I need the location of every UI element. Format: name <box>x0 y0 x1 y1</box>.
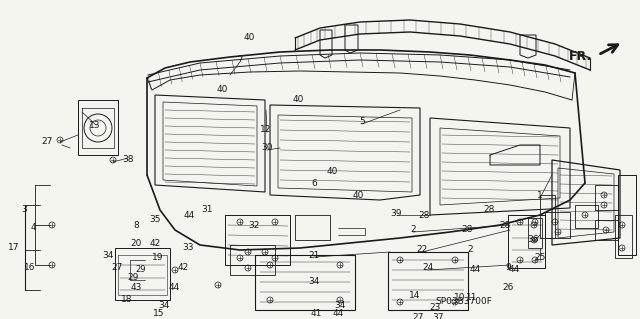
Text: 40: 40 <box>326 167 338 176</box>
Text: 34: 34 <box>308 278 320 286</box>
Text: 35: 35 <box>149 216 161 225</box>
Text: 37: 37 <box>432 314 444 319</box>
Text: SP03B3700F: SP03B3700F <box>435 298 492 307</box>
Text: 31: 31 <box>201 205 212 214</box>
Text: 26: 26 <box>502 284 514 293</box>
Text: 28: 28 <box>499 220 511 229</box>
Text: 5: 5 <box>359 117 365 127</box>
Text: 4: 4 <box>30 224 36 233</box>
Text: 14: 14 <box>410 291 420 300</box>
Text: 3: 3 <box>21 205 27 214</box>
Text: 11: 11 <box>467 293 477 302</box>
Text: 1: 1 <box>537 190 543 199</box>
Text: 34: 34 <box>158 301 170 310</box>
Text: 19: 19 <box>152 254 164 263</box>
Text: 34: 34 <box>334 300 346 309</box>
Text: 9: 9 <box>505 263 511 272</box>
Text: 23: 23 <box>429 303 441 313</box>
Text: 22: 22 <box>417 246 428 255</box>
Text: 30: 30 <box>261 144 273 152</box>
Text: 27: 27 <box>111 263 123 272</box>
Text: 28: 28 <box>419 211 429 219</box>
Text: 33: 33 <box>182 243 194 253</box>
Text: 15: 15 <box>153 308 164 317</box>
Text: 27: 27 <box>42 137 52 146</box>
Text: 17: 17 <box>8 243 20 253</box>
Text: 29: 29 <box>135 265 145 275</box>
Text: 24: 24 <box>422 263 434 272</box>
Text: 16: 16 <box>24 263 36 272</box>
Text: 29: 29 <box>127 273 139 283</box>
Text: 34: 34 <box>102 250 114 259</box>
Text: 13: 13 <box>89 121 100 130</box>
Text: 44: 44 <box>332 308 344 317</box>
Text: 2: 2 <box>467 246 473 255</box>
Text: 40: 40 <box>243 33 255 42</box>
Text: FR.: FR. <box>569 50 592 63</box>
Text: 8: 8 <box>133 220 139 229</box>
Text: 38: 38 <box>122 155 134 165</box>
Text: 43: 43 <box>131 283 141 292</box>
Text: 42: 42 <box>149 239 161 248</box>
Text: 44: 44 <box>168 284 180 293</box>
Text: 42: 42 <box>177 263 189 272</box>
Text: 12: 12 <box>260 125 272 135</box>
Text: 39: 39 <box>390 209 402 218</box>
Text: 2: 2 <box>410 226 416 234</box>
Text: 10: 10 <box>454 293 466 302</box>
Text: 21: 21 <box>308 250 320 259</box>
Text: 44: 44 <box>508 265 520 275</box>
Text: 40: 40 <box>292 95 304 105</box>
Text: 7: 7 <box>237 56 243 64</box>
Text: 6: 6 <box>311 179 317 188</box>
Text: 28: 28 <box>461 226 473 234</box>
Text: 44: 44 <box>469 265 481 275</box>
Text: 20: 20 <box>131 239 141 248</box>
Text: 36: 36 <box>527 235 539 244</box>
Text: 25: 25 <box>534 254 546 263</box>
Text: 27: 27 <box>412 314 424 319</box>
Text: 28: 28 <box>483 205 495 214</box>
Text: 18: 18 <box>121 295 132 305</box>
Text: 40: 40 <box>352 190 364 199</box>
Text: 32: 32 <box>248 220 260 229</box>
Text: 40: 40 <box>216 85 228 94</box>
Text: 44: 44 <box>184 211 195 219</box>
Text: 41: 41 <box>310 308 322 317</box>
